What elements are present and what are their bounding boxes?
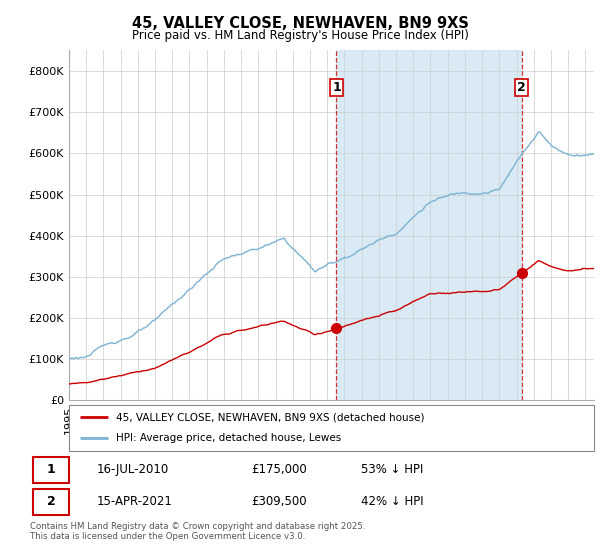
- Text: 2: 2: [517, 81, 526, 94]
- Text: Contains HM Land Registry data © Crown copyright and database right 2025.
This d: Contains HM Land Registry data © Crown c…: [30, 522, 365, 542]
- Text: 45, VALLEY CLOSE, NEWHAVEN, BN9 9XS: 45, VALLEY CLOSE, NEWHAVEN, BN9 9XS: [131, 16, 469, 31]
- Text: 53% ↓ HPI: 53% ↓ HPI: [361, 463, 424, 476]
- FancyBboxPatch shape: [33, 489, 68, 515]
- Text: 45, VALLEY CLOSE, NEWHAVEN, BN9 9XS (detached house): 45, VALLEY CLOSE, NEWHAVEN, BN9 9XS (det…: [116, 412, 425, 422]
- Text: Price paid vs. HM Land Registry's House Price Index (HPI): Price paid vs. HM Land Registry's House …: [131, 29, 469, 42]
- Text: 2: 2: [47, 496, 55, 508]
- Bar: [337, 50, 521, 400]
- Text: HPI: Average price, detached house, Lewes: HPI: Average price, detached house, Lewe…: [116, 433, 341, 444]
- Text: 1: 1: [47, 463, 55, 476]
- FancyBboxPatch shape: [69, 405, 594, 451]
- Text: £175,000: £175,000: [251, 463, 307, 476]
- FancyBboxPatch shape: [33, 457, 68, 483]
- Text: 16-JUL-2010: 16-JUL-2010: [96, 463, 169, 476]
- Text: 42% ↓ HPI: 42% ↓ HPI: [361, 496, 424, 508]
- Text: 1: 1: [332, 81, 341, 94]
- Text: 15-APR-2021: 15-APR-2021: [96, 496, 172, 508]
- Text: £309,500: £309,500: [251, 496, 307, 508]
